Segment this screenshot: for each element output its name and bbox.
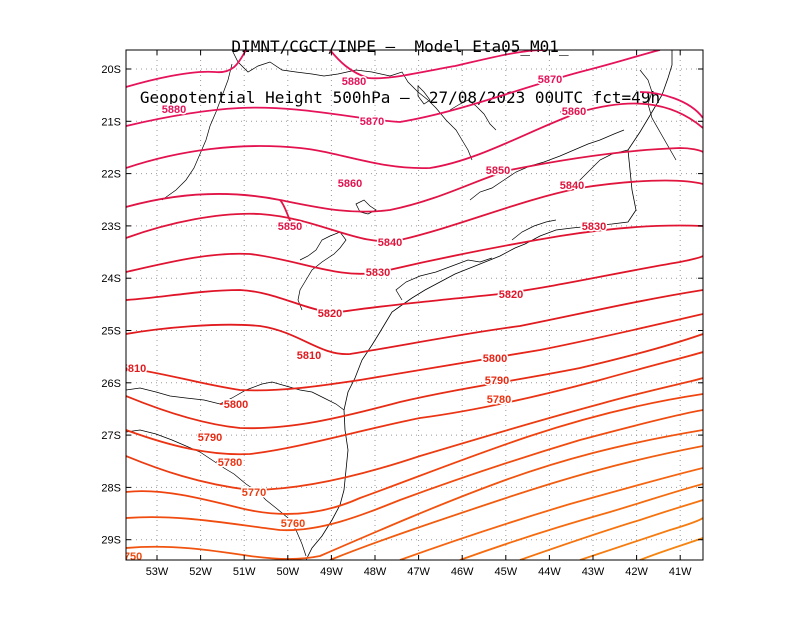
- lat-label: 22S: [101, 169, 121, 181]
- contour-label-5830: 5830: [582, 221, 606, 233]
- contour-label-5830: 5830: [366, 267, 390, 279]
- contour-5820: [126, 255, 703, 313]
- contour-label-5850: 5850: [486, 165, 510, 177]
- contour-5850: [279, 199, 293, 227]
- contour-label-5790: 5790: [485, 375, 509, 387]
- contour-5850: [126, 147, 703, 213]
- lon-label: 48W: [364, 566, 387, 578]
- contour-5870: [126, 50, 661, 127]
- contour-label-5870: 5870: [538, 74, 562, 86]
- contour-5810: [126, 289, 703, 355]
- contour-label-5880: 5880: [162, 104, 186, 116]
- contour-label-5780: 5780: [218, 457, 242, 469]
- coastlines: [126, 50, 677, 560]
- contour-5880: [126, 50, 247, 88]
- contour-5840: [126, 179, 703, 243]
- contour-label-5840: 5840: [378, 237, 402, 249]
- lat-label: 25S: [101, 326, 121, 338]
- contour-unlabeled: [126, 429, 703, 560]
- contour-labels: 5880 5880 5870 5870 5860 5860 5850 5850 5840 5840…: [118, 73, 608, 563]
- contour-unlabeled: [399, 467, 703, 560]
- contour-unlabeled: [329, 445, 703, 560]
- contour-5880: [329, 50, 546, 80]
- lon-label: 44W: [538, 566, 561, 578]
- contour-label-5860: 5860: [338, 178, 362, 190]
- contour-label-5850: 5850: [278, 221, 302, 233]
- contour-5750: [126, 409, 703, 532]
- contour-label-5840: 5840: [560, 180, 584, 192]
- contour-label-5860: 5860: [562, 106, 586, 118]
- lat-label: 20S: [101, 64, 121, 76]
- contour-5770: [126, 377, 703, 491]
- lon-label: 50W: [276, 566, 299, 578]
- contour-label-5810: 5810: [122, 363, 146, 375]
- lon-label: 42W: [625, 566, 648, 578]
- contour-label-5800: 5800: [224, 399, 248, 411]
- longitude-labels: 53W 52W 51W 50W 49W 48W 47W 46W 45W 44W 43W 42W 41W: [146, 566, 692, 578]
- contour-label-5770: 5770: [242, 487, 266, 499]
- lon-label: 45W: [494, 566, 517, 578]
- contour-5760: [126, 393, 703, 515]
- contour-5830: [126, 224, 703, 275]
- latitude-labels: 20S 21S 22S 23S 24S 25S 26S 27S 28S 29S: [101, 64, 121, 547]
- lon-label: 53W: [146, 566, 169, 578]
- lat-label: 24S: [101, 273, 121, 285]
- axis-ticks: [126, 50, 703, 560]
- contour-label-5750: 5750: [118, 551, 142, 563]
- contour-5780: [126, 351, 703, 456]
- contour-5790: [126, 333, 703, 430]
- lon-label: 47W: [407, 566, 430, 578]
- lat-label: 26S: [101, 378, 121, 390]
- contour-label-5820: 5820: [499, 289, 523, 301]
- lat-label: 28S: [101, 482, 121, 494]
- contour-unlabeled: [459, 483, 703, 560]
- map-frame: [125, 49, 704, 561]
- lon-label: 43W: [582, 566, 605, 578]
- contour-5800: [126, 313, 703, 392]
- lat-label: 27S: [101, 430, 121, 442]
- contour-label-5810: 5810: [297, 350, 321, 362]
- lon-label: 49W: [320, 566, 343, 578]
- contour-label-5790: 5790: [198, 432, 222, 444]
- height-contours: [126, 50, 703, 560]
- contour-unlabeled: [519, 499, 703, 560]
- contour-5870: [639, 91, 703, 119]
- contour-label-5800: 5800: [483, 353, 507, 365]
- lat-label: 23S: [101, 221, 121, 233]
- contour-unlabeled: [579, 517, 703, 560]
- contour-label-5760: 5760: [281, 518, 305, 530]
- contour-label-5880: 5880: [342, 76, 366, 88]
- title-line-2: Geopotential Height 500hPa — 27/08/2023 …: [139, 88, 661, 107]
- lat-label: 29S: [101, 535, 121, 547]
- lon-label: 41W: [669, 566, 692, 578]
- lon-label: 52W: [189, 566, 212, 578]
- contour-label-5820: 5820: [318, 308, 342, 320]
- contour-label-5870: 5870: [360, 116, 384, 128]
- lon-label: 46W: [451, 566, 474, 578]
- graticule: [126, 50, 703, 560]
- lon-label: 51W: [233, 566, 256, 578]
- contour-unlabeled: [639, 537, 703, 560]
- contour-5860: [126, 102, 703, 170]
- lat-label: 21S: [101, 116, 121, 128]
- contour-label-5780: 5780: [487, 394, 511, 406]
